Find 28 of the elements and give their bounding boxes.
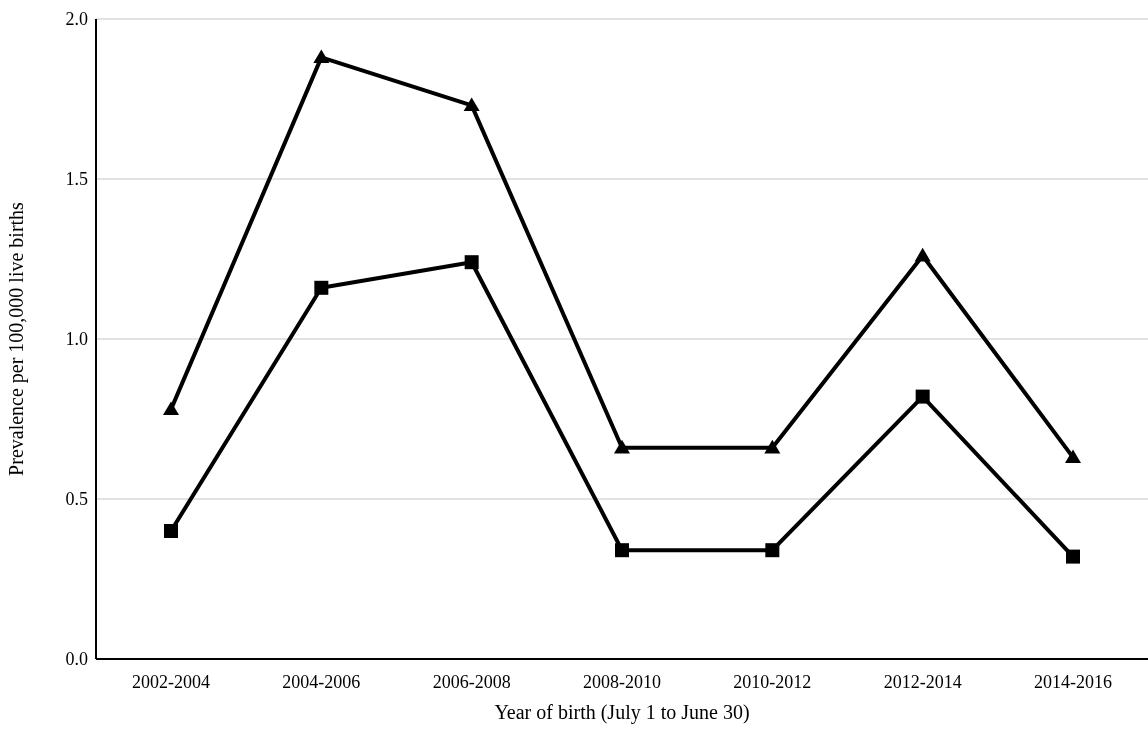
point — [614, 439, 630, 454]
point — [615, 543, 629, 558]
point — [313, 49, 330, 63]
x-tick-label: 2010-2012 — [733, 671, 812, 692]
x-tick-label: 2012-2014 — [883, 671, 962, 692]
x-tick-label: 2008-2010 — [583, 671, 661, 692]
y-tick-label: 1.0 — [65, 329, 88, 350]
x-tick-label: 2014-2016 — [1034, 671, 1112, 692]
point — [464, 255, 479, 270]
point — [1066, 549, 1080, 564]
y-tick-label: 0.5 — [65, 489, 88, 510]
y-tick-label: 2.0 — [65, 9, 88, 30]
x-tick-label: 2006-2008 — [432, 671, 511, 692]
y-axis-title: Prevalence per 100,000 live births — [5, 201, 29, 476]
point — [1065, 449, 1081, 463]
point — [765, 543, 780, 558]
point — [163, 401, 179, 415]
point — [914, 247, 931, 262]
point — [314, 280, 329, 295]
x-tick-label: 2004-2006 — [282, 671, 361, 692]
point — [463, 97, 480, 111]
point — [915, 389, 930, 404]
point — [164, 524, 178, 538]
y-tick-label: 0.0 — [65, 649, 88, 670]
point — [764, 439, 781, 454]
x-tick-label: 2002-2004 — [132, 671, 210, 692]
y-tick-label: 1.5 — [65, 169, 88, 190]
x-axis-title: Year of birth (July 1 to June 30) — [494, 701, 750, 724]
